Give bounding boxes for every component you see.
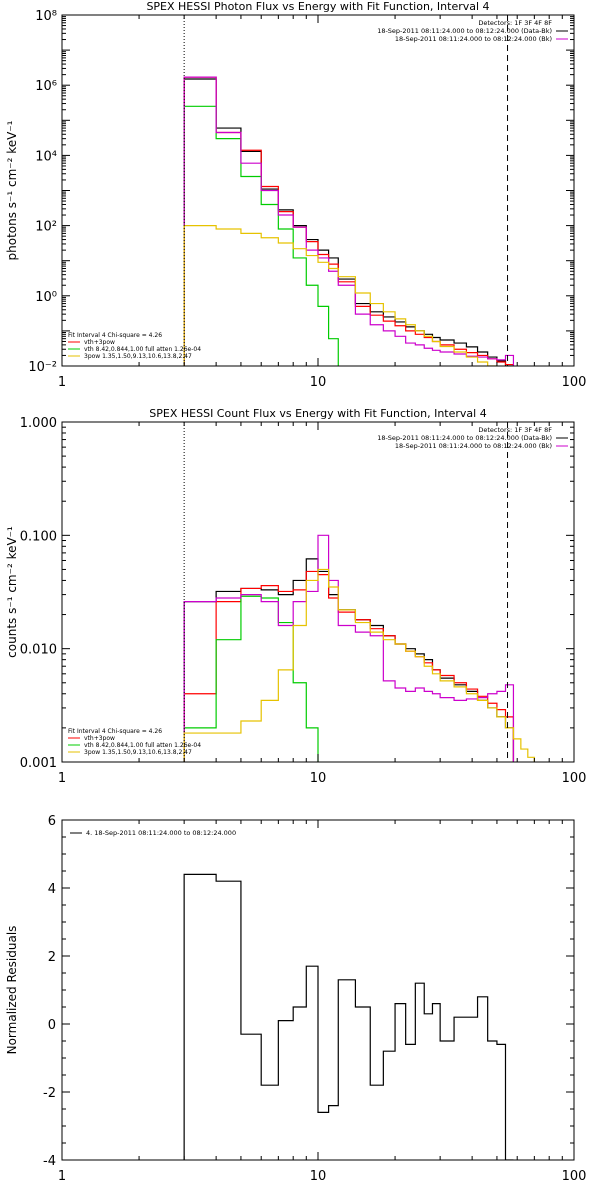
legend-bottom-left-text: 3pow 1.35,1.50,9.13,10.6,13.8,2.47 <box>84 353 192 360</box>
x-tick-label: 100 <box>562 771 587 786</box>
legend-bottom-left-text: Fit Interval 4 Chi-square = 4.26 <box>68 332 162 339</box>
y-tick-label: 6 <box>48 814 56 829</box>
series-line-2 <box>183 570 515 762</box>
legend-top-right-text: Detectors: 1F 3F 4F 8F <box>478 19 552 27</box>
x-tick-label: 10 <box>310 375 327 390</box>
legend-top-right-text: 18-Sep-2011 08:11:24.000 to 08:12:24.000… <box>377 434 552 442</box>
legend-bottom-left-text: Fit Interval 4 Chi-square = 4.26 <box>68 728 162 735</box>
series-line-5 <box>183 225 515 366</box>
panel-1: SPEX HESSI Photon Flux vs Energy with Fi… <box>5 0 586 390</box>
legend-bottom-left-text: vth 8.42,0.844,1.00 full atten 1.26e-04 <box>84 346 201 353</box>
series-line-1 <box>183 558 515 762</box>
series-line-4 <box>183 76 515 366</box>
series-group <box>183 534 543 762</box>
series-line-2 <box>183 76 515 366</box>
y-tick-label: 0.010 <box>20 643 57 658</box>
y-tick-label: -2 <box>43 1086 56 1101</box>
legend-top-right-text: 18-Sep-2011 08:11:24.000 to 08:12:24.000… <box>395 35 552 43</box>
chart-title: SPEX HESSI Count Flux vs Energy with Fit… <box>149 407 486 420</box>
panel-2: SPEX HESSI Count Flux vs Energy with Fit… <box>5 407 586 786</box>
series-group <box>183 873 514 1160</box>
series-line-1 <box>183 873 514 1160</box>
y-tick-label: 1.000 <box>20 416 57 431</box>
series-line-5 <box>183 568 543 762</box>
y-tick-label: 0 <box>48 1018 56 1033</box>
y-tick-label: -4 <box>43 1154 56 1169</box>
y-axis-label: photons s⁻¹ cm⁻² keV⁻¹ <box>5 120 19 260</box>
series-line-3 <box>183 105 357 366</box>
series-line-4 <box>183 534 515 762</box>
panel-3: Normalized Residuals 1 10 100 6 4 2 0 -2 -4 4. 18-… <box>5 814 586 1184</box>
legend-bottom-left-text: vth+3pow <box>84 339 115 346</box>
series-group <box>183 76 515 366</box>
x-tick-label: 10 <box>310 1169 327 1184</box>
legend-bottom-left-text: 3pow 1.35,1.50,9.13,10.6,13.8,2.47 <box>84 749 192 756</box>
y-axis-label: Normalized Residuals <box>5 926 19 1055</box>
legend-top-right-text: Detectors: 1F 3F 4F 8F <box>478 426 552 434</box>
x-tick-label: 10 <box>310 771 327 786</box>
y-tick-label: 10⁸ <box>35 9 57 24</box>
legend-bottom-left-text: vth 8.42,0.844,1.00 full atten 1.26e-04 <box>84 742 201 749</box>
legend-top-right-text: 18-Sep-2011 08:11:24.000 to 08:12:24.000… <box>377 27 552 35</box>
series-line-1 <box>183 78 514 366</box>
y-tick-label: 10⁻² <box>28 360 57 375</box>
legend-top-left-text: 4. 18-Sep-2011 08:11:24.000 to 08:12:24.… <box>86 829 236 837</box>
chart-title: SPEX HESSI Photon Flux vs Energy with Fi… <box>146 0 489 13</box>
y-tick-label: 4 <box>48 882 56 897</box>
y-tick-label: 0.001 <box>20 756 57 771</box>
y-tick-label: 10² <box>35 220 57 235</box>
y-tick-label: 10⁴ <box>35 149 57 164</box>
series-line-3 <box>183 595 319 762</box>
x-tick-label: 1 <box>58 375 66 390</box>
plot-frame <box>61 14 575 367</box>
x-tick-label: 1 <box>58 771 66 786</box>
y-axis-label: counts s⁻¹ cm⁻² keV⁻¹ <box>5 526 19 658</box>
y-tick-label: 0.100 <box>20 529 57 544</box>
legend-bottom-left-text: vth+3pow <box>84 735 115 742</box>
x-tick-label: 100 <box>562 1169 587 1184</box>
y-tick-label: 10⁶ <box>35 79 57 94</box>
x-tick-label: 100 <box>562 375 587 390</box>
y-tick-label: 10⁰ <box>35 290 57 305</box>
y-tick-label: 2 <box>48 950 56 965</box>
x-tick-label: 1 <box>58 1169 66 1184</box>
legend-top-right-text: 18-Sep-2011 08:11:24.000 to 08:12:24.000… <box>395 442 552 450</box>
